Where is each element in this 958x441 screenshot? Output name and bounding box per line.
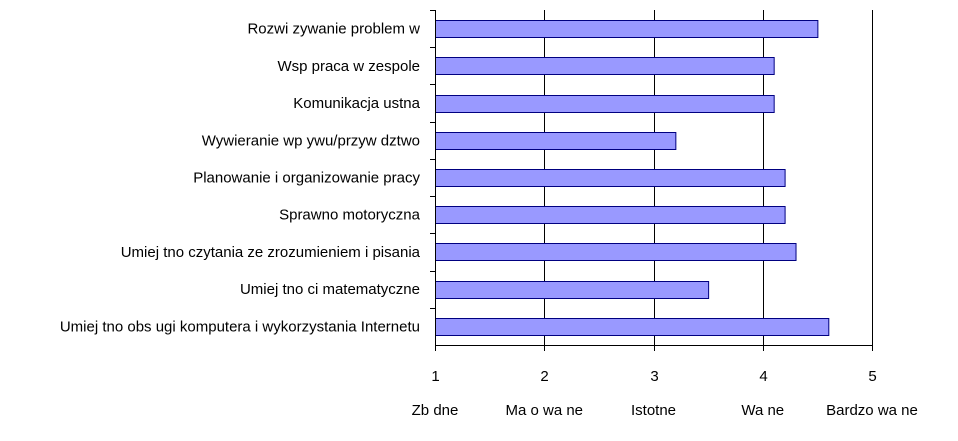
category-label: Sprawno motoryczna (279, 207, 421, 224)
scale-labels: Zb dne Ma o wa ne Istotne Wa ne Bardzo wa ne (412, 402, 918, 419)
category-label: Komunikacja ustna (293, 95, 420, 112)
bar (435, 169, 786, 187)
bar (435, 95, 775, 113)
x-tick-label: 2 (540, 368, 548, 385)
category-label: Wywieranie wp ywu/przyw dztwo (202, 132, 420, 149)
x-tick-label: 1 (431, 368, 439, 385)
category-label: Umiej tno obs ugi komputera i wykorzysta… (60, 318, 420, 335)
category-label: Rozwi zywanie problem w (247, 21, 420, 38)
bar (435, 57, 775, 75)
x-tick-labels: 1 2 3 4 5 (431, 368, 876, 385)
bar (435, 318, 830, 336)
bar (435, 132, 677, 150)
category-label: Umiej tno czytania ze zrozumieniem i pis… (121, 244, 421, 261)
category-label: Planowanie i organizowanie pracy (193, 170, 420, 187)
bar (435, 20, 819, 38)
scale-label: Ma o wa ne (505, 402, 583, 419)
scale-label: Wa ne (741, 402, 784, 419)
bars (435, 20, 830, 336)
scale-label: Istotne (631, 402, 676, 419)
bar (435, 243, 797, 261)
x-tick-label: 4 (759, 368, 767, 385)
bar (435, 281, 710, 299)
scale-label: Bardzo wa ne (826, 402, 918, 419)
category-labels: Rozwi zywanie problem w Wsp praca w zespo… (60, 21, 421, 336)
category-label: Umiej tno ci matematyczne (240, 281, 420, 298)
x-tick-label: 5 (868, 368, 876, 385)
bar (435, 206, 786, 224)
scale-label: Zb dne (412, 402, 459, 419)
category-label: Wsp praca w zespole (277, 58, 420, 75)
x-tick-label: 3 (650, 368, 658, 385)
axes (430, 10, 873, 351)
